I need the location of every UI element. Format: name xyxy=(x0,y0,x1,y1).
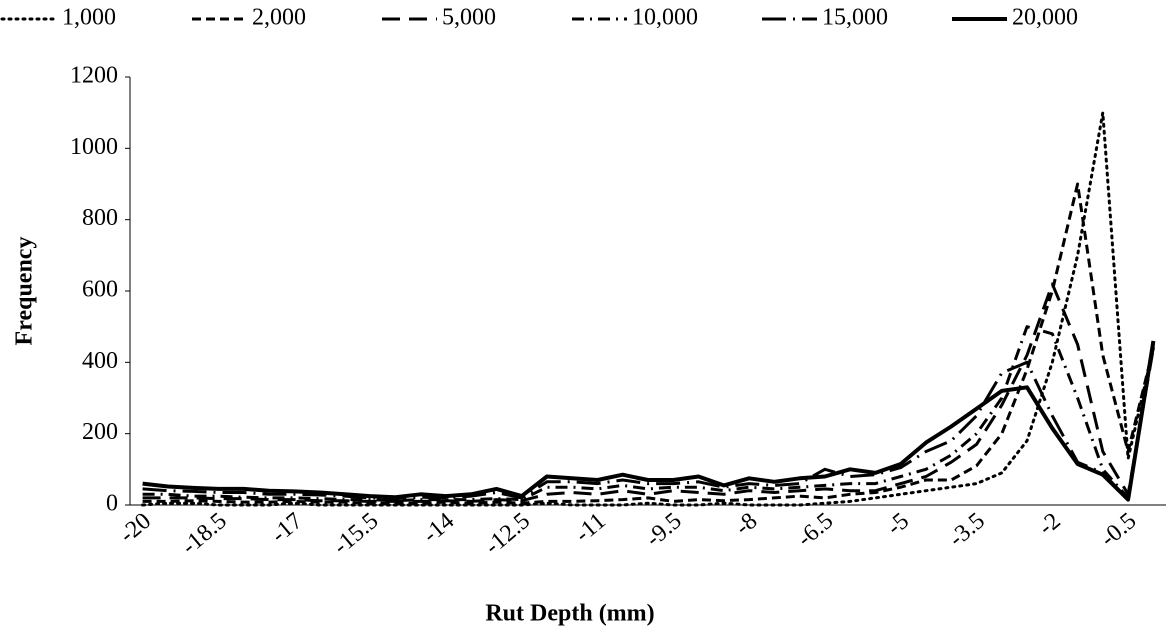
series-line xyxy=(141,111,1155,507)
series-line xyxy=(142,282,1155,503)
legend-label: 2,000 xyxy=(252,5,306,31)
legend-label: 1,000 xyxy=(62,5,116,31)
x-tick-label: -20 xyxy=(115,508,156,548)
y-axis-title: Frequency xyxy=(12,237,38,346)
x-tick-label: -3.5 xyxy=(944,508,990,552)
x-tick-label: -0.5 xyxy=(1096,508,1142,552)
legend-label: 5,000 xyxy=(442,5,496,31)
y-tick-label: 600 xyxy=(82,277,118,303)
x-tick-label: -17 xyxy=(266,508,307,548)
y-tick-label: 1000 xyxy=(70,134,118,160)
legend-label: 20,000 xyxy=(1012,5,1078,31)
x-tick-label: -15.5 xyxy=(328,508,383,560)
x-tick-label: -14 xyxy=(418,508,459,548)
series-line xyxy=(142,325,1155,503)
y-tick-label: 800 xyxy=(82,205,118,231)
x-tick-label: -5 xyxy=(882,508,914,541)
y-tick-label: 200 xyxy=(82,419,118,445)
y-tick-label: 400 xyxy=(82,348,118,374)
x-tick-label: -18.5 xyxy=(177,508,232,560)
x-tick-label: -11 xyxy=(570,508,611,548)
x-tick-label: -2 xyxy=(1034,508,1066,541)
series-line xyxy=(142,340,1155,502)
x-tick-label: -9.5 xyxy=(641,508,687,552)
series-line xyxy=(142,182,1155,505)
y-tick-label: 1200 xyxy=(70,63,118,89)
x-tick-label: -6.5 xyxy=(792,508,838,552)
legend-label: 15,000 xyxy=(822,5,888,31)
legend-label: 10,000 xyxy=(632,5,698,31)
y-tick-label: 0 xyxy=(106,491,118,517)
x-axis-title: Rut Depth (mm) xyxy=(485,601,654,627)
series-line xyxy=(142,340,1156,502)
x-tick-label: -8 xyxy=(730,508,762,541)
x-tick-label: -12.5 xyxy=(480,508,535,560)
